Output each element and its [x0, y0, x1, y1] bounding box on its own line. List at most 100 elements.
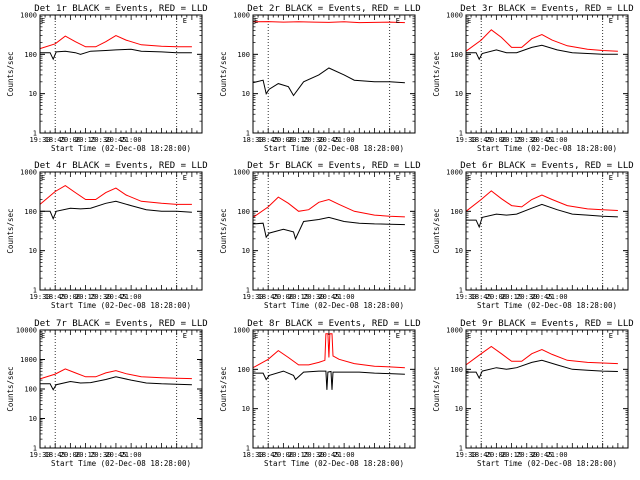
- panel-5: Det 5r BLACK = Events, RED = LLD 1 10 100 10…: [219, 161, 421, 310]
- x-tick-label: 20:45: [318, 451, 339, 459]
- x-tick-label: 18:45: [258, 293, 279, 301]
- panel-title: Det 5r BLACK = Events, RED = LLD: [247, 161, 420, 171]
- x-tick-label: 21:00: [121, 136, 142, 144]
- y-tick-label: 100: [450, 208, 463, 216]
- y-tick-label: 100: [237, 208, 250, 216]
- y-tick-label: 100: [450, 51, 463, 59]
- y-tick-label: 1: [459, 445, 463, 453]
- x-tick-label: 21:00: [547, 293, 568, 301]
- x-tick-label: 21:00: [547, 451, 568, 459]
- y-tick-label: 1000: [446, 12, 463, 20]
- y-tick-label: 10000: [16, 327, 37, 335]
- x-tick-label: 20:15: [288, 293, 309, 301]
- x-tick-label: 21:00: [334, 293, 355, 301]
- y-tick-label: 1: [459, 130, 463, 138]
- e-marker-label: E: [396, 17, 400, 25]
- e-marker-label: E: [183, 332, 187, 340]
- x-tick-label: 20:30: [303, 293, 324, 301]
- y-tick-label: 10: [455, 247, 463, 255]
- x-tick-label: 20:45: [531, 293, 552, 301]
- x-tick-label: 18:45: [45, 451, 66, 459]
- x-axis-label: Start Time (02-Dec-08 18:28:00): [477, 144, 617, 153]
- y-tick-label: 1000: [20, 12, 37, 20]
- series-line-events: [253, 370, 405, 390]
- x-tick-label: 20:00: [60, 293, 81, 301]
- series-line-lld: [465, 29, 618, 52]
- x-tick-label: 20:30: [303, 451, 324, 459]
- series-line-lld: [39, 35, 192, 50]
- x-tick-label: 21:00: [334, 451, 355, 459]
- panel-title: Det 2r BLACK = Events, RED = LLD: [247, 4, 420, 14]
- panel-title: Det 4r BLACK = Events, RED = LLD: [34, 161, 207, 171]
- y-tick-label: 1000: [233, 327, 250, 335]
- x-tick-label: 20:15: [75, 136, 96, 144]
- y-axis-label: Counts/sec: [6, 208, 15, 253]
- x-tick-label: 20:15: [501, 451, 522, 459]
- y-tick-label: 1: [33, 130, 37, 138]
- series-line-events: [466, 359, 618, 380]
- y-tick-label: 1: [33, 287, 37, 295]
- e-marker-label: E: [183, 174, 187, 182]
- x-tick-label: 20:45: [105, 136, 126, 144]
- x-tick-label: 21:00: [334, 136, 355, 144]
- y-tick-label: 100: [450, 366, 463, 374]
- y-tick-label: 10: [29, 90, 37, 98]
- x-tick-label: 20:45: [105, 451, 126, 459]
- panel-title: Det 6r BLACK = Events, RED = LLD: [460, 161, 633, 171]
- y-tick-label: 100: [24, 51, 37, 59]
- panel-6: Det 6r BLACK = Events, RED = LLD 1 10 100 10…: [432, 161, 634, 310]
- plot-frame: [465, 171, 629, 291]
- y-tick-label: 100: [24, 386, 37, 394]
- x-tick-label: 20:00: [273, 136, 294, 144]
- e-marker-label: E: [467, 174, 471, 182]
- x-tick-label: 20:45: [318, 136, 339, 144]
- series-line-events: [252, 67, 405, 97]
- x-tick-label: 19:30: [29, 293, 50, 301]
- e-marker-label: E: [254, 332, 258, 340]
- e-marker-label: E: [41, 17, 45, 25]
- series-line-lld: [39, 185, 192, 205]
- panel-title: Det 7r BLACK = Events, RED = LLD: [34, 319, 207, 329]
- series-line-lld: [39, 368, 192, 380]
- y-tick-label: 1000: [233, 169, 250, 177]
- x-tick-label: 20:15: [501, 293, 522, 301]
- x-tick-label: 20:45: [531, 451, 552, 459]
- plot-frame: [252, 14, 416, 134]
- series-line-events: [40, 48, 192, 61]
- panel-1: Det 1r BLACK = Events, RED = LLD 1 10 100 10…: [6, 4, 208, 153]
- series-line-lld: [465, 190, 618, 212]
- x-tick-label: 19:30: [29, 136, 50, 144]
- x-tick-label: 20:00: [60, 136, 81, 144]
- x-tick-label: 20:15: [288, 451, 309, 459]
- plot-frame: [39, 171, 203, 291]
- y-tick-label: 100: [237, 366, 250, 374]
- e-marker-label: E: [396, 174, 400, 182]
- y-axis-label: Counts/sec: [432, 51, 441, 96]
- y-tick-label: 10: [242, 247, 250, 255]
- plot-frame: [252, 329, 416, 449]
- y-axis-label: Counts/sec: [219, 208, 228, 253]
- y-tick-label: 1: [459, 287, 463, 295]
- x-axis-label: Start Time (02-Dec-08 18:28:00): [51, 301, 191, 310]
- x-tick-label: 20:00: [486, 136, 507, 144]
- y-axis-label: Counts/sec: [6, 51, 15, 96]
- e-marker-label: E: [254, 17, 258, 25]
- x-tick-label: 19:30: [455, 293, 476, 301]
- x-tick-label: 19:30: [455, 136, 476, 144]
- panel-title: Det 9r BLACK = Events, RED = LLD: [460, 319, 633, 329]
- x-tick-label: 18:45: [471, 451, 492, 459]
- series-line-lld: [252, 196, 405, 218]
- x-axis-label: Start Time (02-Dec-08 18:28:00): [477, 301, 617, 310]
- e-marker-label: E: [467, 17, 471, 25]
- x-tick-label: 20:15: [75, 293, 96, 301]
- y-tick-label: 1: [33, 445, 37, 453]
- e-marker-label: E: [41, 174, 45, 182]
- e-marker-label: E: [41, 332, 45, 340]
- y-tick-label: 1: [246, 445, 250, 453]
- x-axis-label: Start Time (02-Dec-08 18:28:00): [51, 459, 191, 468]
- y-tick-label: 10: [29, 415, 37, 423]
- panel-title: Det 8r BLACK = Events, RED = LLD: [247, 319, 420, 329]
- x-axis-label: Start Time (02-Dec-08 18:28:00): [264, 459, 404, 468]
- x-axis-label: Start Time (02-Dec-08 18:28:00): [264, 301, 404, 310]
